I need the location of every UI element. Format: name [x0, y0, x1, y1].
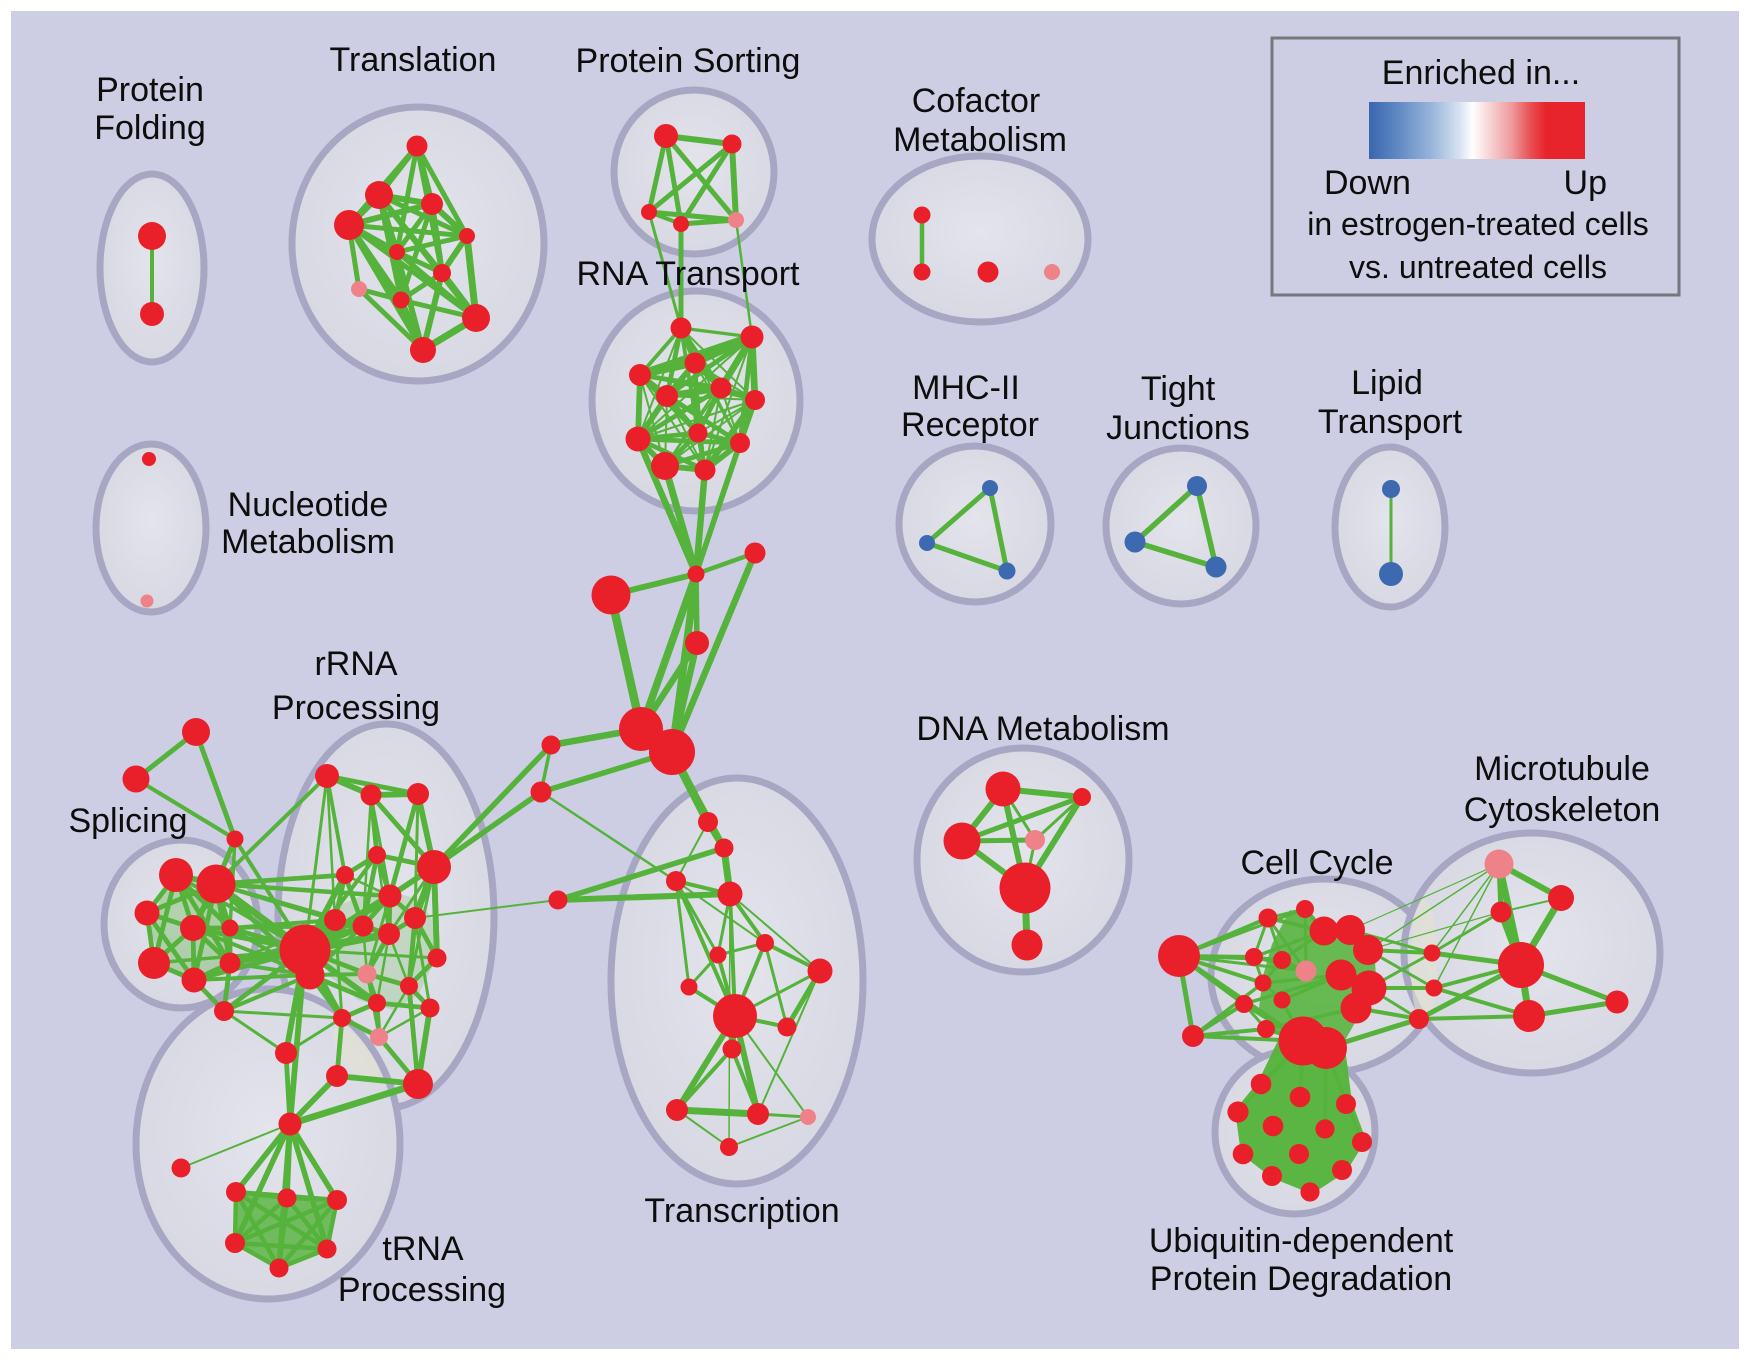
- svg-text:Folding: Folding: [94, 109, 206, 147]
- svg-text:Tight: Tight: [1141, 370, 1216, 408]
- svg-text:Cofactor: Cofactor: [912, 82, 1041, 120]
- svg-text:Protein Sorting: Protein Sorting: [576, 42, 801, 80]
- svg-text:Cell Cycle: Cell Cycle: [1240, 844, 1393, 882]
- svg-text:Cytoskeleton: Cytoskeleton: [1464, 791, 1661, 829]
- svg-text:Transport: Transport: [1318, 403, 1463, 441]
- svg-text:rRNA: rRNA: [314, 645, 397, 683]
- svg-text:Ubiquitin-dependent: Ubiquitin-dependent: [1149, 1222, 1454, 1260]
- svg-text:Processing: Processing: [272, 689, 440, 727]
- svg-text:MHC-II: MHC-II: [912, 369, 1020, 407]
- svg-text:Metabolism: Metabolism: [893, 121, 1067, 159]
- svg-text:Lipid: Lipid: [1351, 364, 1423, 402]
- svg-text:Junctions: Junctions: [1106, 409, 1250, 447]
- svg-text:Up: Up: [1564, 164, 1607, 202]
- svg-text:Nucleotide: Nucleotide: [228, 486, 389, 524]
- svg-text:DNA Metabolism: DNA Metabolism: [916, 710, 1169, 748]
- svg-text:Microtubule: Microtubule: [1474, 750, 1650, 788]
- svg-text:Protein Degradation: Protein Degradation: [1150, 1260, 1452, 1298]
- svg-text:Transcription: Transcription: [644, 1192, 839, 1230]
- svg-text:Splicing: Splicing: [68, 802, 187, 840]
- svg-text:RNA Transport: RNA Transport: [577, 255, 801, 293]
- svg-text:Protein: Protein: [96, 71, 204, 109]
- svg-text:in estrogen-treated cells: in estrogen-treated cells: [1307, 206, 1649, 242]
- svg-text:Processing: Processing: [338, 1271, 506, 1309]
- svg-text:Metabolism: Metabolism: [221, 523, 395, 561]
- svg-text:tRNA: tRNA: [382, 1230, 464, 1268]
- svg-text:Translation: Translation: [330, 41, 497, 79]
- svg-text:vs. untreated cells: vs. untreated cells: [1349, 249, 1607, 285]
- svg-text:Down: Down: [1324, 164, 1411, 202]
- svg-text:Receptor: Receptor: [901, 406, 1039, 444]
- svg-text:Enriched in...: Enriched in...: [1382, 54, 1580, 92]
